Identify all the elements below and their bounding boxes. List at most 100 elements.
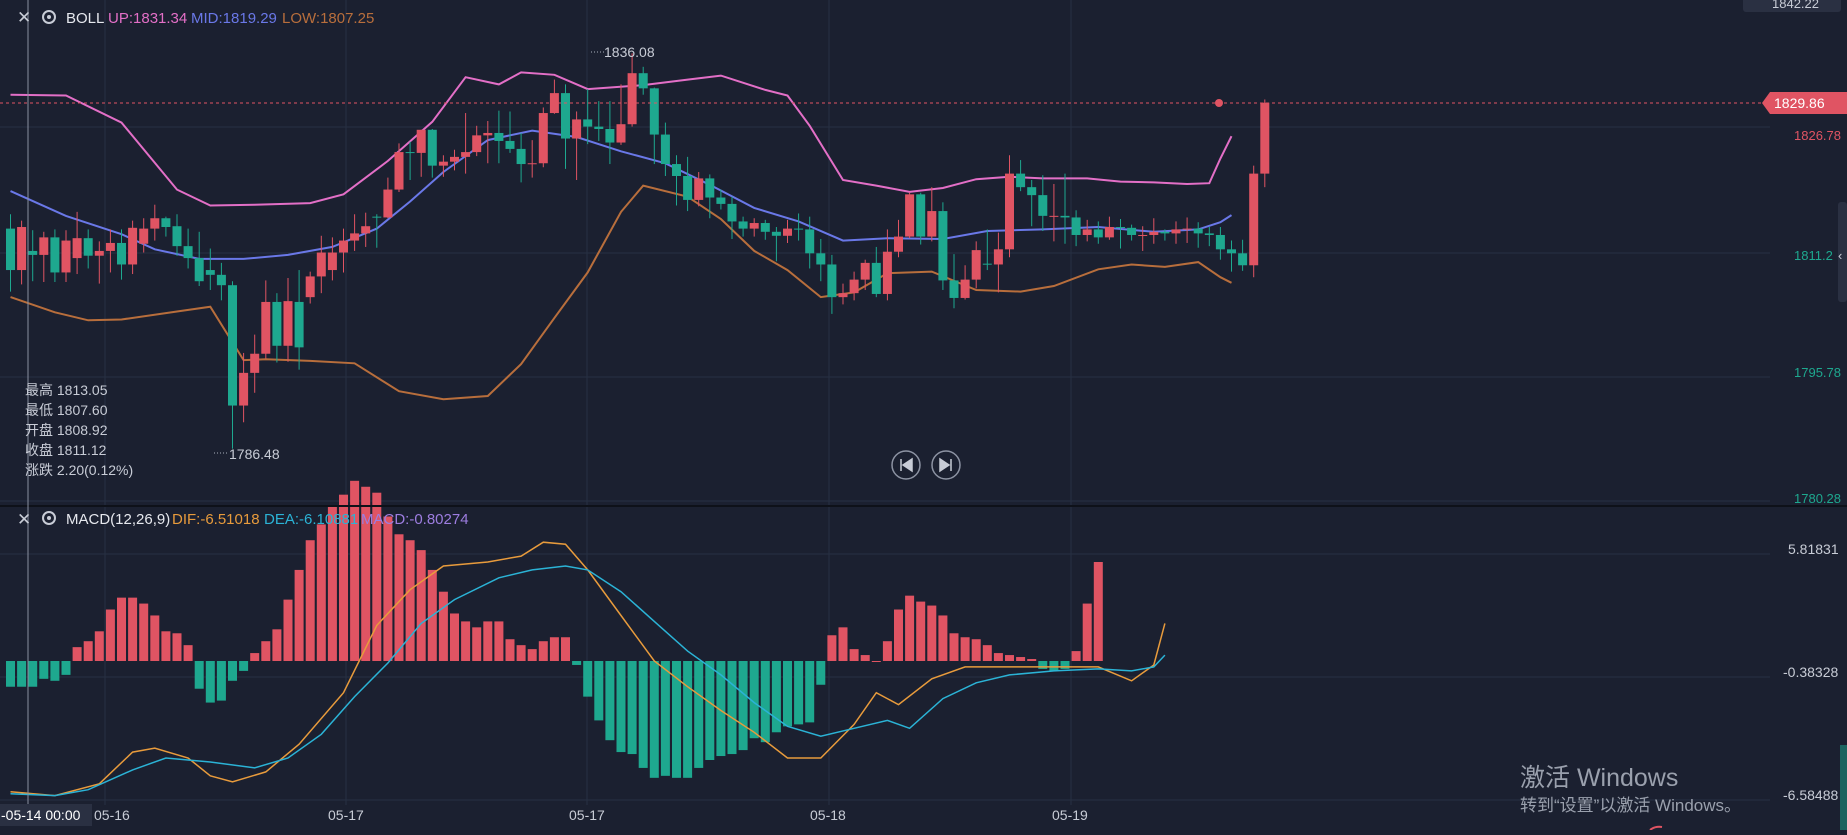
candle-110[interactable] (1227, 240, 1236, 272)
candle-79[interactable] (882, 229, 892, 301)
candle-101[interactable] (1127, 224, 1137, 241)
candle-44[interactable] (494, 110, 504, 164)
macd-close-icon[interactable]: ✕ (17, 510, 31, 529)
candle-13[interactable] (150, 204, 160, 241)
candle-105[interactable] (1171, 221, 1181, 244)
candle-37[interactable] (416, 129, 426, 177)
candle-85[interactable] (949, 254, 959, 309)
candle-78[interactable] (871, 246, 881, 298)
candle-74[interactable] (827, 254, 837, 314)
candle-50[interactable] (561, 84, 570, 169)
candle-54[interactable] (605, 101, 615, 165)
candle-1[interactable] (17, 220, 27, 285)
candle-92[interactable] (1027, 179, 1037, 227)
candle-70[interactable] (783, 219, 792, 243)
candle-80[interactable] (894, 219, 903, 258)
candle-109[interactable] (1215, 227, 1225, 260)
gear-icon[interactable] (42, 10, 56, 24)
candle-91[interactable] (1016, 160, 1026, 192)
candle-6[interactable] (72, 211, 82, 275)
candle-0[interactable] (6, 214, 15, 292)
candle-15[interactable] (172, 214, 182, 256)
candle-43[interactable] (483, 121, 493, 164)
candlestick-series[interactable] (6, 53, 1270, 449)
candle-100[interactable] (1116, 219, 1125, 249)
candle-86[interactable] (960, 265, 970, 300)
candle-38[interactable] (427, 128, 437, 178)
candle-8[interactable] (94, 241, 104, 284)
candle-5[interactable] (61, 230, 71, 283)
candle-76[interactable] (849, 271, 859, 301)
candle-111[interactable] (1238, 239, 1248, 271)
candle-82[interactable] (916, 192, 926, 245)
candle-83[interactable] (927, 187, 937, 242)
candle-14[interactable] (161, 216, 171, 237)
candle-27[interactable] (305, 271, 315, 304)
candle-55[interactable] (616, 84, 626, 145)
candle-99[interactable] (1104, 216, 1114, 240)
candle-77[interactable] (860, 259, 870, 290)
candle-24[interactable] (272, 293, 282, 363)
candle-59[interactable] (660, 122, 670, 177)
candle-73[interactable] (816, 238, 826, 282)
close-icon[interactable]: ✕ (17, 8, 31, 27)
candle-46[interactable] (516, 132, 526, 183)
candle-31[interactable] (350, 214, 360, 251)
candle-61[interactable] (683, 156, 693, 212)
candle-53[interactable] (594, 101, 604, 141)
candle-39[interactable] (438, 155, 448, 177)
candle-107[interactable] (1193, 222, 1203, 248)
candle-104[interactable] (1160, 229, 1170, 241)
candle-19[interactable] (216, 262, 226, 301)
candle-93[interactable] (1038, 175, 1048, 231)
candle-36[interactable] (405, 141, 415, 180)
candle-72[interactable] (805, 216, 815, 269)
candle-81[interactable] (905, 192, 915, 239)
candle-89[interactable] (993, 232, 1003, 293)
candle-96[interactable] (1071, 210, 1081, 247)
candle-20[interactable] (228, 281, 237, 449)
candle-22[interactable] (250, 334, 260, 393)
candle-4[interactable] (50, 229, 60, 283)
candle-88[interactable] (982, 229, 992, 271)
candle-26[interactable] (294, 270, 304, 370)
candle-42[interactable] (472, 125, 482, 157)
candle-68[interactable] (760, 219, 770, 240)
axis-collapse-tab[interactable] (1838, 202, 1847, 302)
candle-62[interactable] (694, 172, 704, 207)
candle-3[interactable] (39, 231, 49, 283)
candle-34[interactable] (383, 177, 393, 219)
candle-2[interactable] (28, 230, 38, 282)
candle-75[interactable] (838, 283, 848, 305)
candle-87[interactable] (971, 241, 981, 289)
candle-66[interactable] (738, 216, 748, 237)
candle-10[interactable] (117, 229, 126, 280)
candle-60[interactable] (672, 155, 681, 206)
candle-63[interactable] (705, 174, 715, 219)
candle-84[interactable] (938, 202, 948, 290)
candle-108[interactable] (1204, 227, 1214, 247)
candle-90[interactable] (1005, 155, 1014, 258)
candle-18[interactable] (205, 248, 215, 290)
macd-scroll-handle[interactable] (1840, 745, 1847, 830)
candle-113[interactable] (1260, 99, 1270, 188)
candle-33[interactable] (372, 214, 382, 248)
prev-button[interactable] (891, 450, 921, 480)
candle-58[interactable] (649, 87, 659, 165)
candle-106[interactable] (1182, 217, 1192, 243)
candle-45[interactable] (505, 111, 515, 153)
candle-112[interactable] (1249, 165, 1259, 278)
candle-40[interactable] (450, 149, 459, 171)
candle-23[interactable] (261, 280, 271, 359)
candle-30[interactable] (339, 228, 348, 273)
candle-25[interactable] (283, 278, 293, 362)
candle-29[interactable] (327, 237, 337, 281)
candle-97[interactable] (1082, 219, 1092, 242)
candle-48[interactable] (538, 107, 548, 168)
candle-56[interactable] (627, 53, 637, 127)
candle-64[interactable] (716, 189, 726, 210)
candle-51[interactable] (572, 111, 582, 180)
candle-57[interactable] (638, 66, 648, 95)
next-button[interactable] (931, 450, 961, 480)
